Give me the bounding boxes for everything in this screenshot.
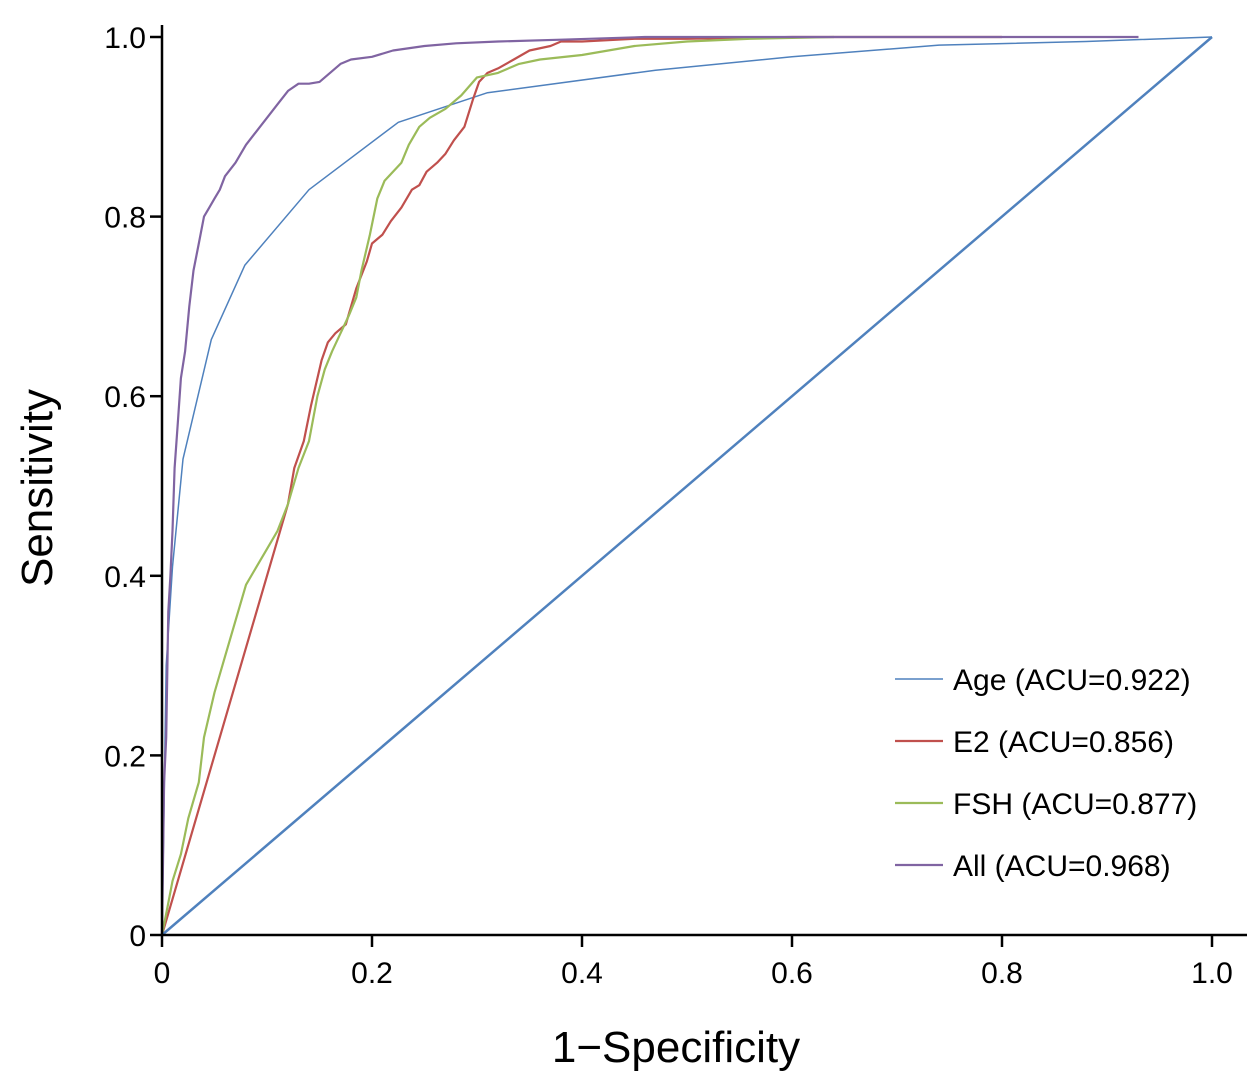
x-tick-label: 1.0: [1191, 957, 1233, 990]
x-tick-label: 0.8: [981, 957, 1023, 990]
y-tick-label: 0.6: [104, 381, 146, 414]
y-tick-label: 0.2: [104, 740, 146, 773]
series-line-4: [160, 35, 1139, 936]
y-tick-label: 0: [129, 920, 146, 953]
x-axis-title: 1−Specificity: [552, 1023, 800, 1072]
legend-label: Age (ACU=0.922): [953, 664, 1191, 697]
y-tick-label: 0.4: [104, 561, 146, 594]
y-tick-label: 1.0: [104, 22, 146, 55]
legend-label: E2 (ACU=0.856): [953, 726, 1174, 759]
series-line-3: [160, 35, 835, 936]
y-axis-title: Sensitivity: [13, 389, 62, 587]
series-line-1: [161, 36, 1213, 936]
series-line-2: [160, 35, 1002, 936]
series-layer: [160, 35, 1213, 936]
x-tick-label: 0.4: [561, 957, 603, 990]
reference-diagonal-line: [161, 36, 1213, 936]
y-tick-label: 0.8: [104, 202, 146, 235]
axes: 0 0.2 0.4 0.6 0.8 1.0 0 0.2 0.4 0.6 0.8 1.0: [104, 22, 1247, 990]
x-tick-label: 0.6: [771, 957, 813, 990]
legend-label: All (ACU=0.968): [953, 850, 1171, 883]
x-tick-label: 0.2: [351, 957, 393, 990]
legend-label: FSH (ACU=0.877): [953, 788, 1197, 821]
legend: Age (ACU=0.922) E2 (ACU=0.856) FSH (ACU=0.…: [895, 664, 1197, 883]
x-tick-label: 0: [154, 957, 171, 990]
